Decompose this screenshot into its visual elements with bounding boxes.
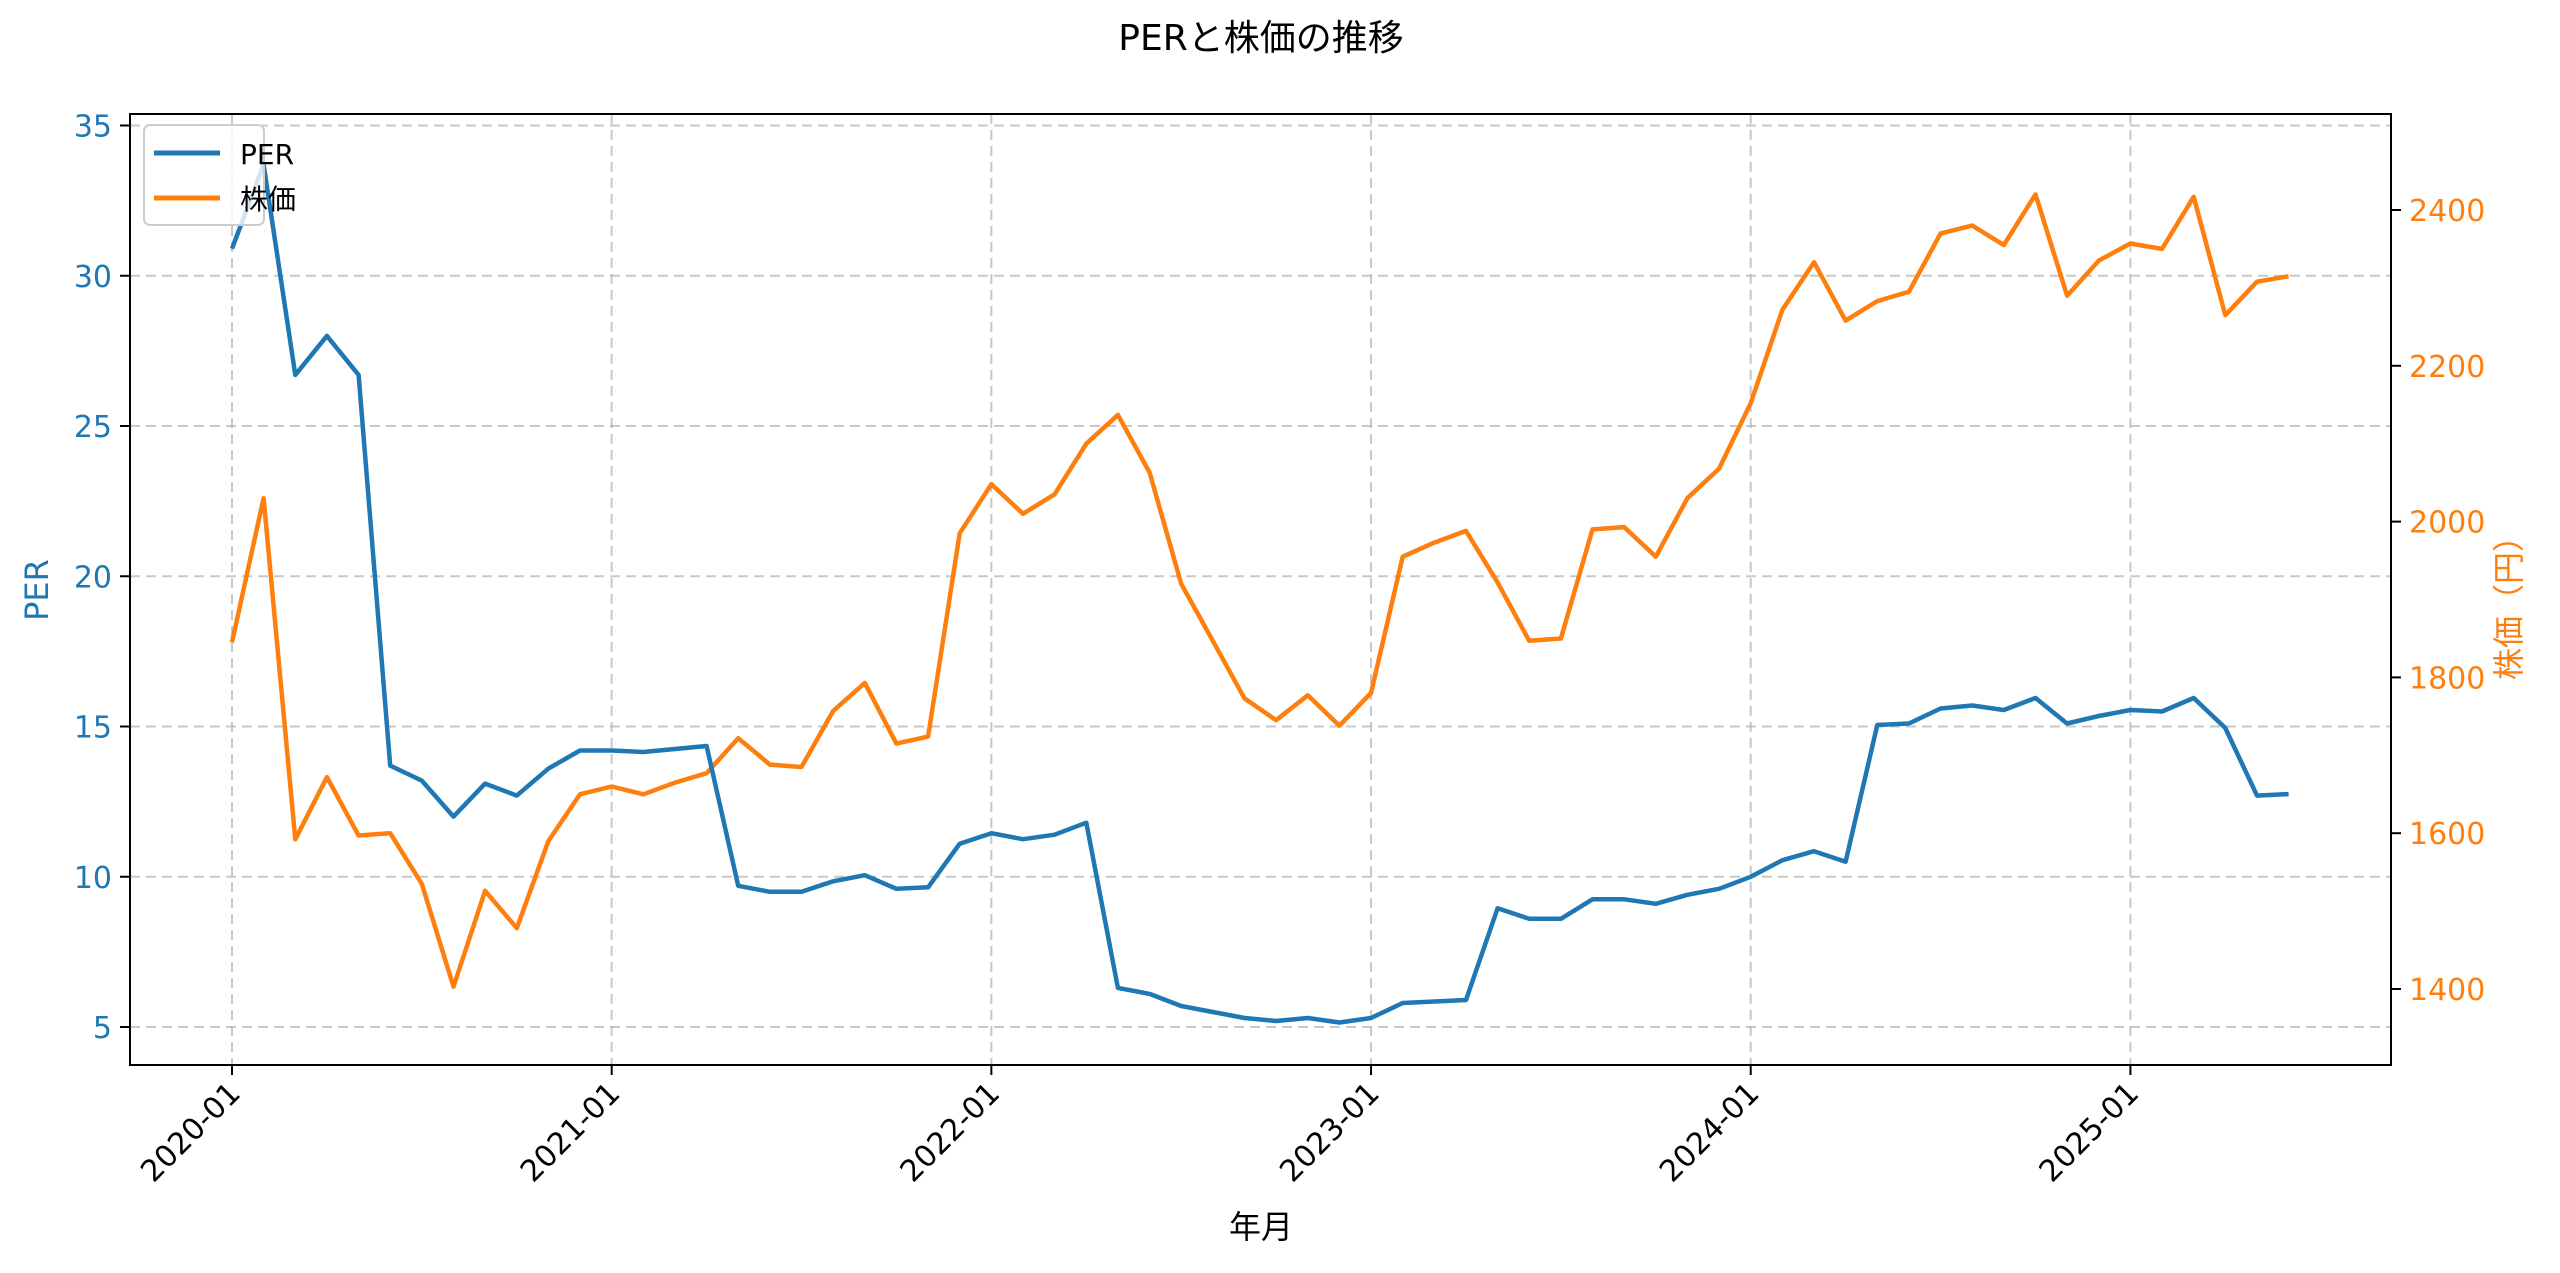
x-tick-label: 2020-01 bbox=[134, 1076, 247, 1189]
right-y-axis-ticks: 1400 1600 1800 2000 2200 2400 bbox=[2391, 194, 2485, 1008]
grid-lines bbox=[130, 114, 2391, 1065]
legend-per-label: PER bbox=[240, 138, 294, 171]
left-y-axis-ticks: 5 10 15 20 25 30 35 bbox=[74, 110, 130, 1046]
right-tick-label: 2400 bbox=[2409, 194, 2485, 229]
x-tick-label: 2022-01 bbox=[894, 1076, 1007, 1189]
x-axis-ticks: 2020-01 2021-01 2022-01 2023-01 2024-01 2025-… bbox=[134, 1065, 2146, 1189]
left-tick-label: 35 bbox=[74, 110, 112, 145]
x-axis-label: 年月 bbox=[1229, 1208, 1293, 1246]
legend-price-label: 株価 bbox=[240, 183, 296, 216]
left-tick-label: 20 bbox=[74, 560, 112, 595]
left-tick-label: 30 bbox=[74, 260, 112, 295]
right-tick-label: 1800 bbox=[2409, 661, 2485, 696]
right-y-axis-label: 株価（円） bbox=[2490, 520, 2528, 680]
right-tick-label: 1400 bbox=[2409, 973, 2485, 1008]
x-tick-label: 2025-01 bbox=[2033, 1076, 2146, 1189]
price-line bbox=[229, 192, 2289, 989]
left-tick-label: 25 bbox=[74, 410, 112, 445]
left-tick-label: 15 bbox=[74, 711, 112, 746]
plot-frame bbox=[129, 113, 2392, 1066]
legend: PER 株価 bbox=[143, 124, 296, 226]
per-line bbox=[229, 162, 2289, 1025]
x-tick-label: 2023-01 bbox=[1273, 1076, 1386, 1189]
right-tick-label: 1600 bbox=[2409, 817, 2485, 852]
x-tick-label: 2024-01 bbox=[1653, 1076, 1766, 1189]
x-tick-label: 2021-01 bbox=[514, 1076, 627, 1189]
data-lines bbox=[229, 162, 2289, 1025]
right-tick-label: 2000 bbox=[2409, 506, 2485, 541]
chart-title: PERと株価の推移 bbox=[1118, 18, 1403, 59]
right-tick-label: 2200 bbox=[2409, 350, 2485, 385]
left-y-axis-label: PER bbox=[18, 559, 56, 621]
left-tick-label: 5 bbox=[93, 1011, 112, 1046]
left-tick-label: 10 bbox=[74, 861, 112, 896]
